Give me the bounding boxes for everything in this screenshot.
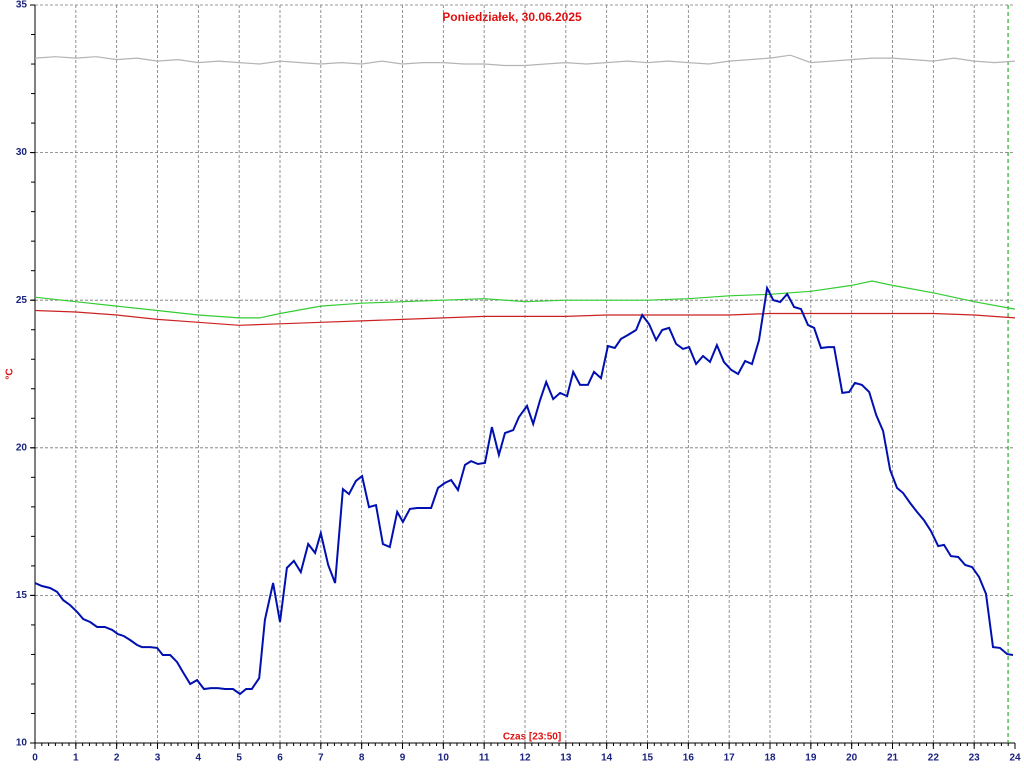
x-tick-label: 2 (114, 753, 120, 764)
x-tick-label: 15 (642, 753, 654, 764)
x-tick-label: 7 (318, 753, 324, 764)
x-tick-label: 11 (479, 753, 490, 764)
x-tick-label: 9 (400, 753, 406, 764)
chart-title: Poniedziałek, 30.06.2025 (442, 10, 582, 24)
y-tick-label: 20 (16, 442, 28, 453)
series-line (34, 309, 1016, 326)
y-tick-label: 30 (16, 147, 28, 158)
series-line (34, 280, 1016, 319)
y-tick-label: 10 (16, 738, 28, 749)
x-tick-label: 4 (196, 753, 202, 764)
x-tick-label: 13 (560, 753, 572, 764)
x-tick-label: 6 (277, 753, 283, 764)
x-tick-label: 19 (805, 753, 817, 764)
x-tick-label: 16 (683, 753, 695, 764)
y-tick-label: 15 (16, 590, 28, 601)
x-tick-label: 17 (724, 753, 736, 764)
x-tick-label: 5 (236, 753, 242, 764)
x-tick-label: 10 (438, 753, 450, 764)
y-axis-label: °C (5, 368, 16, 379)
x-axis-label: Czas [23:50] (503, 732, 561, 743)
x-tick-label: 14 (601, 753, 613, 764)
x-tick-label: 3 (155, 753, 161, 764)
x-tick-label: 1 (73, 753, 79, 764)
x-tick-label: 0 (32, 753, 38, 764)
x-tick-label: 21 (887, 753, 899, 764)
x-tick-label: 22 (928, 753, 940, 764)
x-tick-label: 18 (764, 753, 776, 764)
x-tick-label: 20 (846, 753, 858, 764)
series-line (34, 54, 1016, 67)
series-line (34, 284, 1014, 696)
x-tick-label: 23 (969, 753, 981, 764)
y-tick-label: 25 (16, 295, 28, 306)
x-tick-label: 24 (1009, 753, 1021, 764)
y-tick-label: 35 (16, 0, 28, 11)
x-tick-label: 8 (359, 753, 365, 764)
x-tick-label: 12 (519, 753, 531, 764)
